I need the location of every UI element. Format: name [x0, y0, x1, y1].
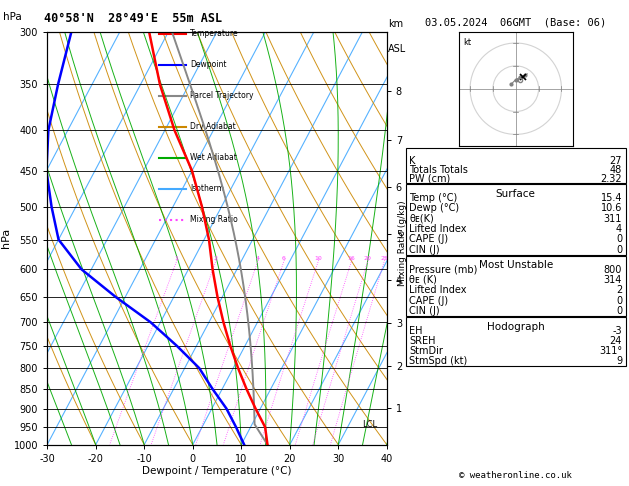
- Text: Surface: Surface: [496, 189, 536, 199]
- Text: θᴇ(K): θᴇ(K): [409, 214, 434, 224]
- Text: 03.05.2024  06GMT  (Base: 06): 03.05.2024 06GMT (Base: 06): [425, 17, 606, 28]
- Text: 40°58'N  28°49'E  55m ASL: 40°58'N 28°49'E 55m ASL: [44, 12, 222, 25]
- Text: 0: 0: [616, 296, 622, 306]
- X-axis label: Dewpoint / Temperature (°C): Dewpoint / Temperature (°C): [142, 467, 292, 476]
- Text: 311: 311: [604, 214, 622, 224]
- Text: © weatheronline.co.uk: © weatheronline.co.uk: [459, 471, 572, 480]
- Text: 20: 20: [364, 256, 372, 260]
- Text: Dewp (°C): Dewp (°C): [409, 203, 460, 213]
- Text: 9: 9: [616, 356, 622, 366]
- Text: km: km: [388, 19, 403, 29]
- Text: -3: -3: [613, 326, 622, 336]
- Text: 0: 0: [616, 234, 622, 244]
- Text: Temperature: Temperature: [190, 29, 238, 38]
- Text: Totals Totals: Totals Totals: [409, 165, 469, 175]
- Text: kt: kt: [463, 38, 471, 48]
- Text: 2: 2: [214, 256, 218, 260]
- Text: 24: 24: [610, 336, 622, 346]
- Text: ASL: ASL: [388, 44, 406, 54]
- Text: 10.6: 10.6: [601, 203, 622, 213]
- Text: 48: 48: [610, 165, 622, 175]
- Text: StmSpd (kt): StmSpd (kt): [409, 356, 468, 366]
- Text: 1: 1: [175, 256, 179, 260]
- Text: Lifted Index: Lifted Index: [409, 285, 467, 295]
- Text: Parcel Trajectory: Parcel Trajectory: [190, 91, 253, 100]
- Text: hPa: hPa: [3, 12, 22, 22]
- Text: Dry Adiabat: Dry Adiabat: [190, 122, 236, 131]
- Text: 0: 0: [616, 306, 622, 316]
- Text: LCL: LCL: [362, 420, 377, 429]
- Text: Mixing Ratio (g/kg): Mixing Ratio (g/kg): [398, 200, 407, 286]
- Text: Hodograph: Hodograph: [487, 322, 545, 332]
- Text: SREH: SREH: [409, 336, 436, 346]
- Text: 16: 16: [348, 256, 355, 260]
- Text: 2: 2: [616, 285, 622, 295]
- Text: Dewpoint: Dewpoint: [190, 60, 226, 69]
- Text: 0: 0: [616, 244, 622, 255]
- Text: Isotherm: Isotherm: [190, 184, 224, 193]
- Text: 27: 27: [610, 156, 622, 166]
- Text: Most Unstable: Most Unstable: [479, 260, 553, 271]
- Text: θᴇ (K): θᴇ (K): [409, 275, 437, 285]
- Text: Temp (°C): Temp (°C): [409, 193, 458, 203]
- Text: 311°: 311°: [599, 346, 622, 356]
- Text: K: K: [409, 156, 416, 166]
- Text: CAPE (J): CAPE (J): [409, 234, 448, 244]
- Text: EH: EH: [409, 326, 423, 336]
- Text: 15.4: 15.4: [601, 193, 622, 203]
- Text: 2.32: 2.32: [601, 174, 622, 184]
- Text: StmDir: StmDir: [409, 346, 443, 356]
- Text: 800: 800: [604, 264, 622, 275]
- Text: 4: 4: [616, 224, 622, 234]
- Text: Pressure (mb): Pressure (mb): [409, 264, 478, 275]
- Text: Wet Adiabat: Wet Adiabat: [190, 153, 237, 162]
- Text: 10: 10: [314, 256, 322, 260]
- Text: 6: 6: [282, 256, 286, 260]
- Text: Lifted Index: Lifted Index: [409, 224, 467, 234]
- Text: 25: 25: [381, 256, 388, 260]
- Text: Mixing Ratio: Mixing Ratio: [190, 215, 238, 224]
- Text: CIN (J): CIN (J): [409, 306, 440, 316]
- Y-axis label: hPa: hPa: [1, 228, 11, 248]
- Text: CAPE (J): CAPE (J): [409, 296, 448, 306]
- Text: PW (cm): PW (cm): [409, 174, 451, 184]
- Text: CIN (J): CIN (J): [409, 244, 440, 255]
- Text: 4: 4: [256, 256, 260, 260]
- Text: 314: 314: [604, 275, 622, 285]
